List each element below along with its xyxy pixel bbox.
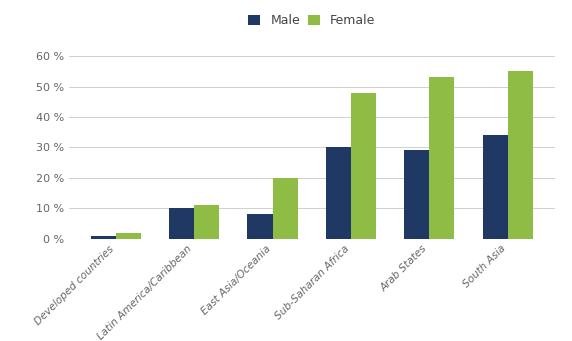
Bar — [326, 147, 351, 239]
Bar — [248, 214, 272, 239]
Bar — [116, 233, 141, 239]
Bar — [351, 93, 376, 239]
Bar — [404, 150, 430, 239]
Bar — [483, 135, 508, 239]
Bar — [272, 178, 297, 239]
Bar — [508, 71, 533, 239]
Bar — [430, 77, 454, 239]
Bar — [91, 236, 116, 239]
Bar — [169, 208, 194, 239]
Legend: Male, Female: Male, Female — [245, 12, 378, 30]
Bar — [194, 205, 219, 239]
